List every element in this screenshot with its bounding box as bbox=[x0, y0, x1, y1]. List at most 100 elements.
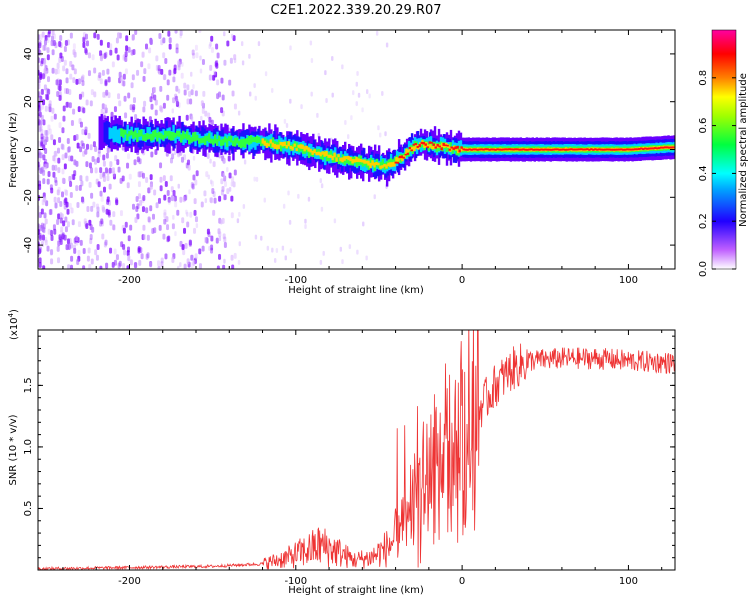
noise-cell bbox=[116, 159, 120, 166]
noise-cell bbox=[57, 167, 61, 174]
noise-cell bbox=[81, 128, 85, 135]
ridge-cell bbox=[233, 137, 237, 147]
noise-cell bbox=[169, 175, 173, 182]
noise-cell bbox=[209, 197, 212, 203]
spectrogram-x-tick-label: 100 bbox=[619, 275, 638, 286]
ridge-cell bbox=[227, 136, 231, 142]
noise-cell bbox=[65, 88, 69, 95]
noise-cell bbox=[145, 43, 149, 50]
noise-cell bbox=[39, 34, 43, 41]
noise-cell bbox=[153, 94, 157, 101]
noise-cell bbox=[130, 82, 134, 89]
noise-cell bbox=[117, 166, 121, 173]
ridge-cell bbox=[566, 148, 569, 151]
noise-cell bbox=[70, 120, 74, 127]
noise-cell bbox=[69, 191, 73, 198]
noise-cell bbox=[163, 194, 167, 201]
noise-cell bbox=[157, 260, 161, 267]
ridge-cell bbox=[295, 148, 298, 152]
noise-cell bbox=[57, 213, 61, 220]
noise-cell bbox=[209, 179, 213, 185]
ridge-cell bbox=[333, 156, 337, 163]
ridge-cell bbox=[622, 148, 625, 151]
noise-cell bbox=[153, 86, 157, 93]
ridge-cell bbox=[291, 143, 295, 149]
ridge-cell bbox=[514, 148, 517, 151]
noise-cell bbox=[287, 190, 290, 196]
noise-cell bbox=[79, 146, 83, 153]
noise-cell bbox=[205, 237, 209, 244]
ridge-cell bbox=[428, 141, 431, 144]
noise-cell bbox=[105, 262, 109, 269]
ridge-cell bbox=[608, 148, 611, 151]
ridge-cell bbox=[433, 146, 436, 150]
ridge-cell bbox=[556, 148, 559, 151]
ridge-cell bbox=[241, 138, 245, 148]
ridge-cell bbox=[423, 143, 426, 149]
noise-cell bbox=[158, 224, 162, 231]
noise-cell bbox=[264, 71, 268, 77]
noise-cell bbox=[64, 40, 68, 47]
snr-y-tick-label: 1.5 bbox=[23, 377, 34, 393]
ridge-cell bbox=[664, 146, 667, 149]
ridge-cell bbox=[174, 132, 177, 138]
noise-cell bbox=[168, 43, 172, 50]
ridge-cell bbox=[413, 146, 416, 152]
noise-cell bbox=[44, 34, 48, 41]
ridge-cell bbox=[269, 142, 273, 149]
ridge-cell bbox=[116, 129, 119, 144]
noise-cell bbox=[200, 115, 203, 121]
noise-cell bbox=[109, 49, 113, 56]
noise-cell bbox=[173, 150, 177, 156]
noise-cell bbox=[179, 196, 183, 203]
ridge-cell bbox=[564, 148, 567, 151]
ridge-cell bbox=[349, 157, 353, 166]
noise-cell bbox=[126, 265, 130, 269]
ridge-cell bbox=[502, 148, 505, 151]
noise-cell bbox=[140, 170, 144, 177]
noise-cell bbox=[106, 42, 110, 49]
ridge-cell bbox=[632, 148, 635, 151]
ridge-cell bbox=[170, 131, 173, 141]
noise-cell bbox=[78, 93, 82, 100]
ridge-cell bbox=[301, 144, 304, 149]
noise-cell bbox=[233, 252, 237, 259]
ridge-cell bbox=[453, 145, 456, 149]
noise-cell bbox=[90, 205, 94, 212]
noise-cell bbox=[175, 47, 179, 54]
ridge-cell bbox=[209, 138, 213, 144]
noise-cell bbox=[38, 174, 41, 181]
ridge-cell bbox=[201, 137, 205, 143]
ridge-cell bbox=[265, 139, 269, 146]
noise-cell bbox=[231, 264, 235, 269]
noise-cell bbox=[117, 262, 121, 269]
ridge-cell bbox=[472, 148, 475, 151]
ridge-cell bbox=[443, 144, 446, 148]
ridge-cell bbox=[638, 148, 641, 150]
noise-cell bbox=[124, 221, 128, 228]
ridge-cell bbox=[540, 148, 543, 151]
ridge-cell bbox=[389, 162, 392, 168]
noise-cell bbox=[155, 64, 159, 71]
noise-cell bbox=[230, 181, 234, 187]
noise-cell bbox=[114, 155, 118, 162]
noise-cell bbox=[162, 233, 166, 240]
noise-cell bbox=[46, 54, 50, 61]
ridge-cell bbox=[265, 142, 268, 148]
ridge-cell bbox=[610, 148, 613, 151]
noise-cell bbox=[186, 98, 190, 105]
noise-cell bbox=[218, 236, 222, 242]
noise-cell bbox=[150, 103, 154, 110]
noise-cell bbox=[67, 264, 71, 269]
noise-cell bbox=[213, 70, 216, 76]
ridge-cell bbox=[148, 127, 151, 140]
noise-cell bbox=[82, 247, 86, 254]
noise-cell bbox=[56, 245, 60, 252]
noise-cell bbox=[304, 218, 307, 224]
noise-cell bbox=[100, 218, 104, 225]
noise-cell bbox=[237, 259, 241, 265]
ridge-cell bbox=[178, 130, 181, 137]
noise-cell bbox=[38, 91, 41, 98]
noise-cell bbox=[126, 250, 130, 257]
ridge-cell bbox=[337, 155, 341, 165]
